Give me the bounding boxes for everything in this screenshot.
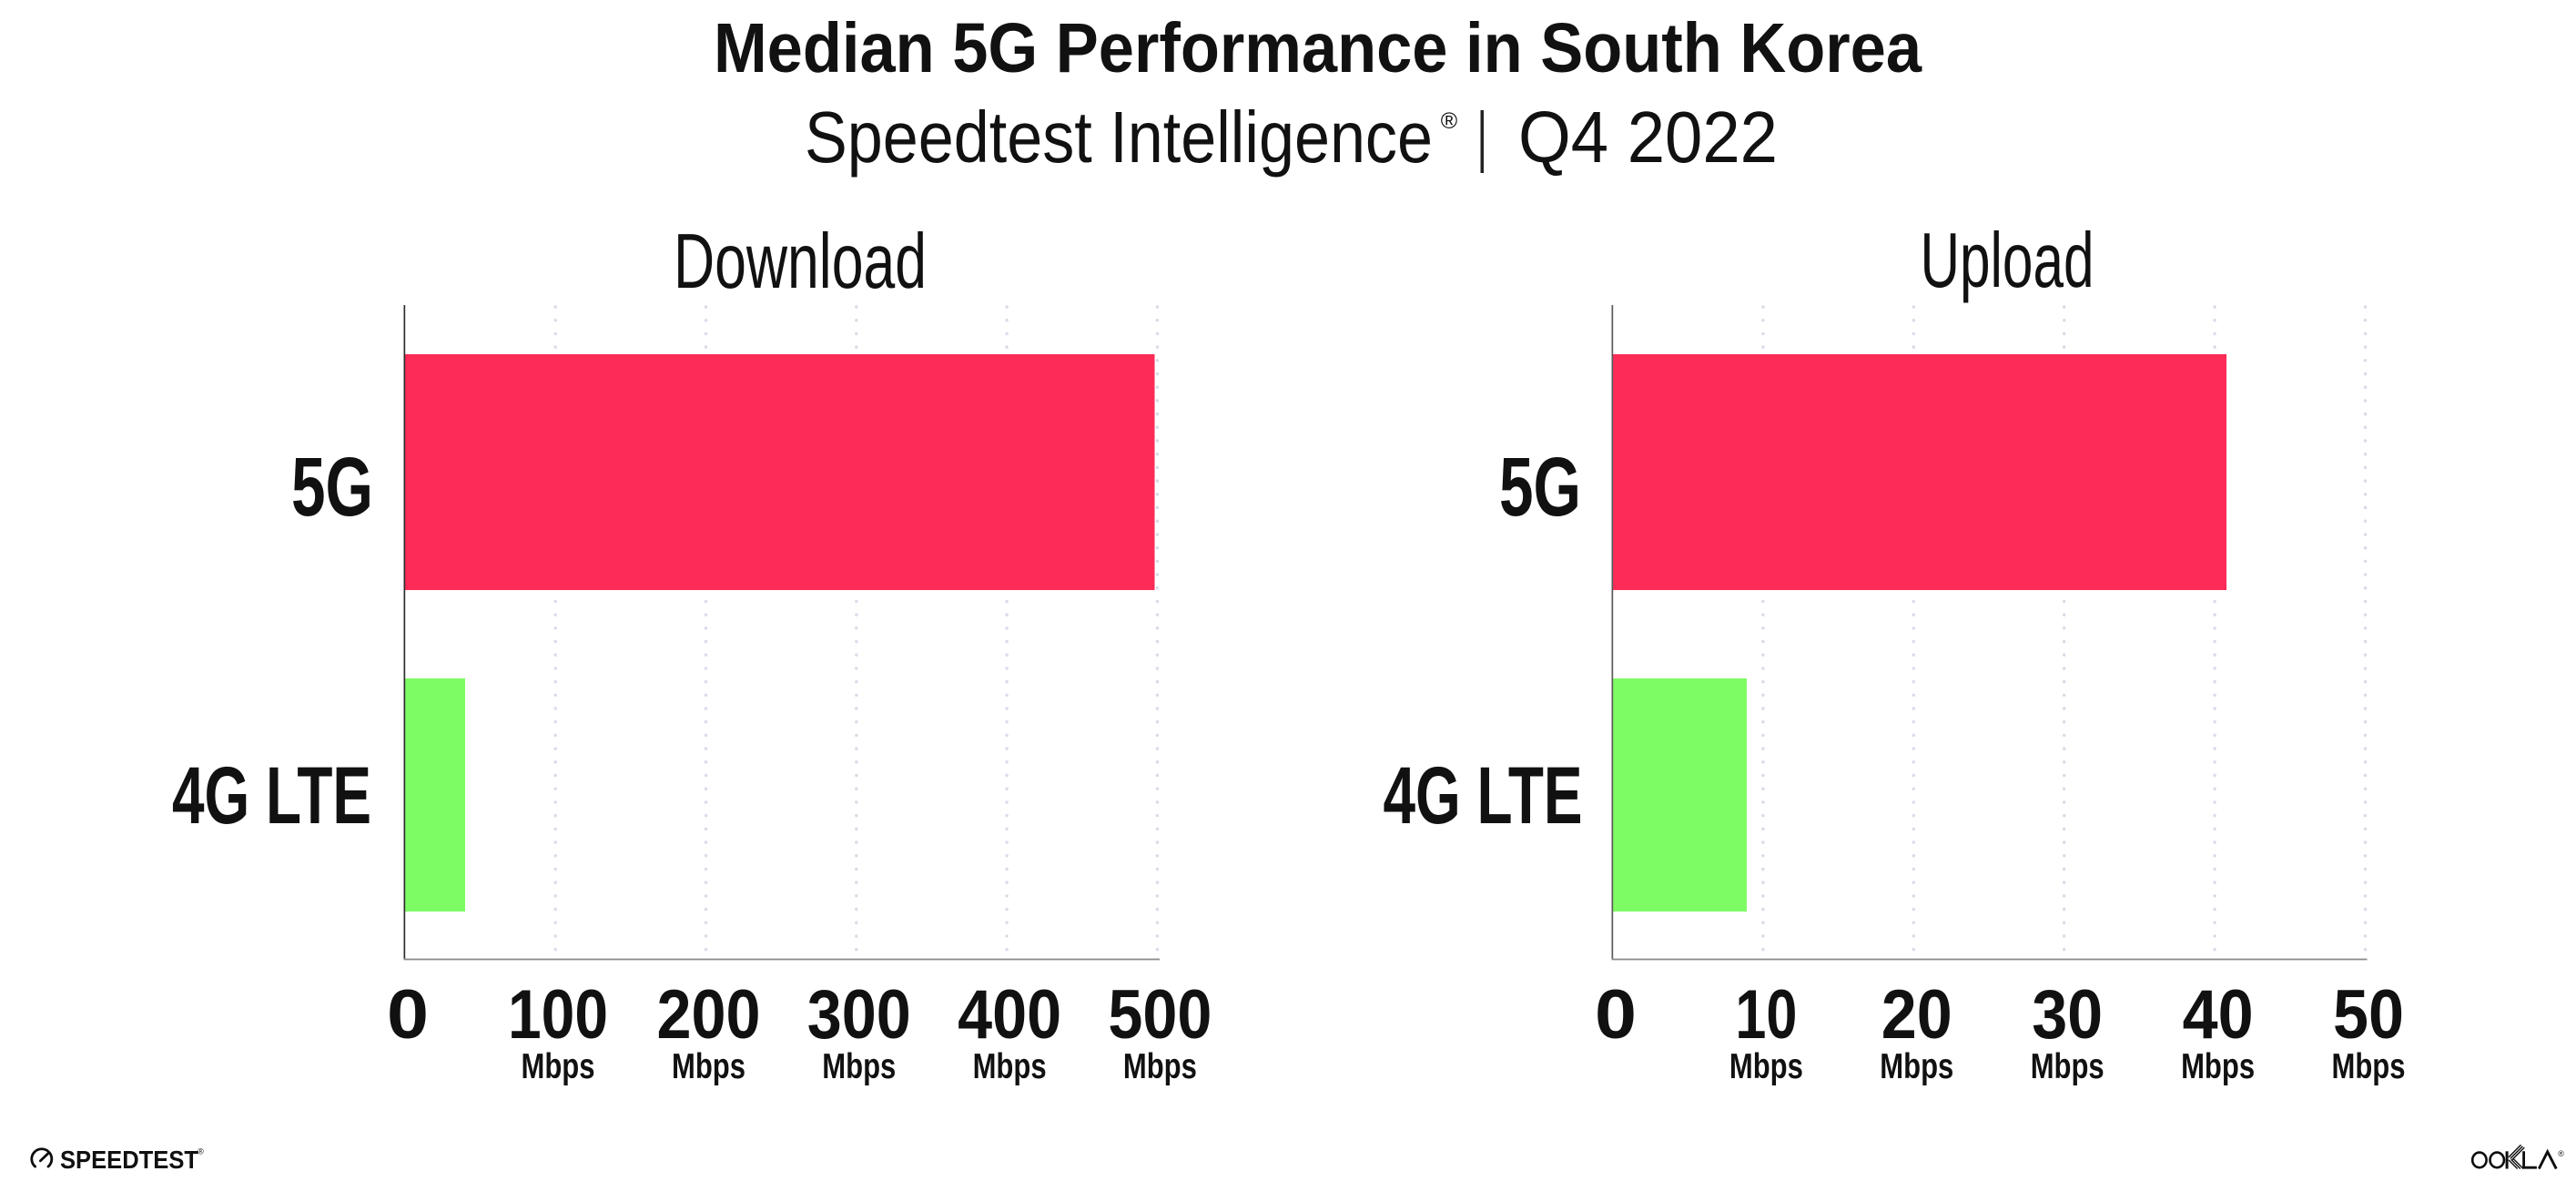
svg-text:400: 400 [958, 976, 1061, 1054]
svg-text:Mbps: Mbps [2031, 1047, 2104, 1086]
svg-text:0: 0 [1595, 976, 1637, 1054]
svg-text:5G: 5G [291, 441, 373, 534]
svg-text:10: 10 [1735, 976, 1797, 1054]
svg-text:Mbps: Mbps [672, 1047, 745, 1086]
svg-text:SPEEDTEST: SPEEDTEST [60, 1146, 198, 1174]
svg-text:®: ® [198, 1147, 204, 1156]
svg-text:0: 0 [387, 976, 429, 1054]
svg-text:100: 100 [508, 976, 608, 1054]
svg-text:500: 500 [1108, 976, 1212, 1054]
svg-text:Mbps: Mbps [522, 1047, 595, 1086]
svg-text:Download: Download [674, 219, 927, 305]
svg-text:Speedtest Intelligence: Speedtest Intelligence [805, 97, 1433, 178]
svg-text:Mbps: Mbps [1123, 1047, 1197, 1086]
svg-text:®: ® [2558, 1149, 2564, 1158]
svg-text:200: 200 [657, 976, 761, 1054]
svg-text:Mbps: Mbps [2332, 1047, 2406, 1086]
svg-text:Mbps: Mbps [2181, 1047, 2255, 1086]
svg-text:50: 50 [2333, 976, 2404, 1054]
svg-text:Mbps: Mbps [1729, 1047, 1803, 1086]
svg-text:300: 300 [807, 976, 911, 1054]
svg-text:Upload: Upload [1921, 218, 2094, 304]
svg-text:4G LTE: 4G LTE [1384, 749, 1583, 840]
svg-text:4G LTE: 4G LTE [172, 749, 371, 840]
svg-text:®: ® [1441, 108, 1458, 134]
svg-text:30: 30 [2032, 976, 2103, 1054]
svg-text:Q4 2022: Q4 2022 [1518, 97, 1778, 178]
svg-text:Mbps: Mbps [973, 1047, 1047, 1086]
svg-text:Mbps: Mbps [822, 1047, 896, 1086]
svg-text:40: 40 [2183, 976, 2254, 1054]
svg-text:20: 20 [1881, 976, 1952, 1054]
svg-text:Mbps: Mbps [1880, 1047, 1953, 1086]
svg-text:Median 5G Performance in South: Median 5G Performance in South Korea [714, 9, 1922, 87]
svg-text:5G: 5G [1499, 441, 1581, 534]
